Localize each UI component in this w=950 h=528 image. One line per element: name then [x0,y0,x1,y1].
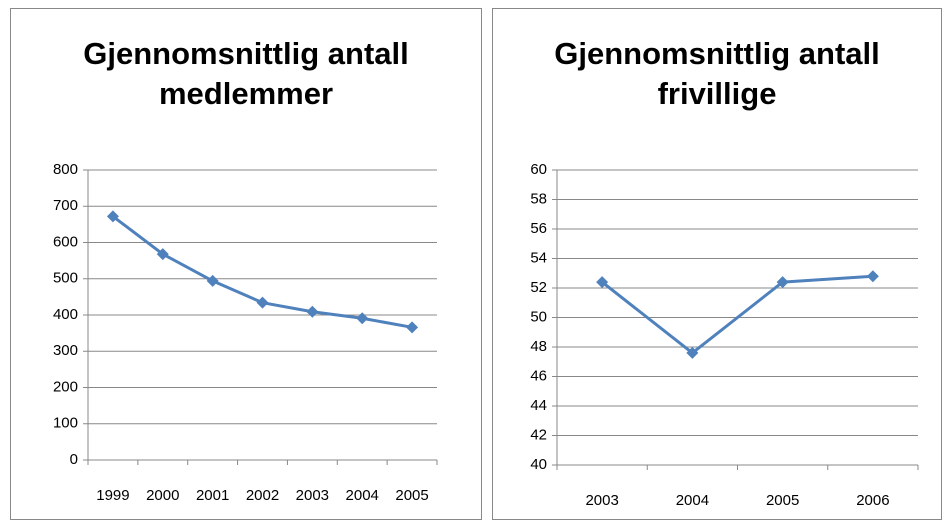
panel [492,8,942,520]
marker [596,276,609,289]
y-tick-label: 500 [53,270,78,287]
panel [10,8,482,520]
marker [206,274,219,287]
y-tick-label: 200 [53,378,78,395]
marker [106,210,119,223]
chart-title: Gjennomsnittlig antall medlemmer [83,36,409,111]
x-tick-label: 2006 [856,492,889,509]
y-tick-label: 52 [530,279,547,296]
x-tick-label: 2004 [676,492,709,509]
y-tick-label: 42 [530,426,547,443]
x-tick-label: 2003 [585,492,618,509]
x-tick-label: 2005 [395,487,428,504]
x-tick-label: 2005 [766,492,799,509]
y-tick-label: 600 [53,233,78,250]
x-tick-label: 1999 [96,487,129,504]
y-tick-label: 46 [530,367,547,384]
y-tick-label: 44 [530,397,547,414]
y-tick-label: 50 [530,308,547,325]
y-tick-label: 54 [530,249,547,266]
marker [776,276,789,289]
y-tick-label: 0 [70,451,78,468]
y-tick-label: 58 [530,190,547,207]
y-tick-label: 100 [53,415,78,432]
y-tick-label: 40 [530,456,547,473]
x-tick-label: 2001 [196,487,229,504]
marker [406,321,419,334]
x-tick-label: 2000 [146,487,179,504]
y-tick-label: 56 [530,220,547,237]
y-tick-label: 400 [53,306,78,323]
marker [156,248,169,261]
y-tick-label: 60 [530,161,547,178]
x-tick-label: 2004 [346,487,379,504]
marker [306,305,319,318]
marker [256,296,269,309]
y-tick-label: 800 [53,161,78,178]
chart-title: Gjennomsnittlig antall frivillige [554,36,880,111]
y-tick-label: 300 [53,342,78,359]
marker [686,346,699,359]
x-tick-label: 2002 [246,487,279,504]
y-tick-label: 48 [530,338,547,355]
marker [356,312,369,325]
y-tick-label: 700 [53,197,78,214]
x-tick-label: 2003 [296,487,329,504]
series-line [601,274,873,355]
marker [866,270,879,283]
